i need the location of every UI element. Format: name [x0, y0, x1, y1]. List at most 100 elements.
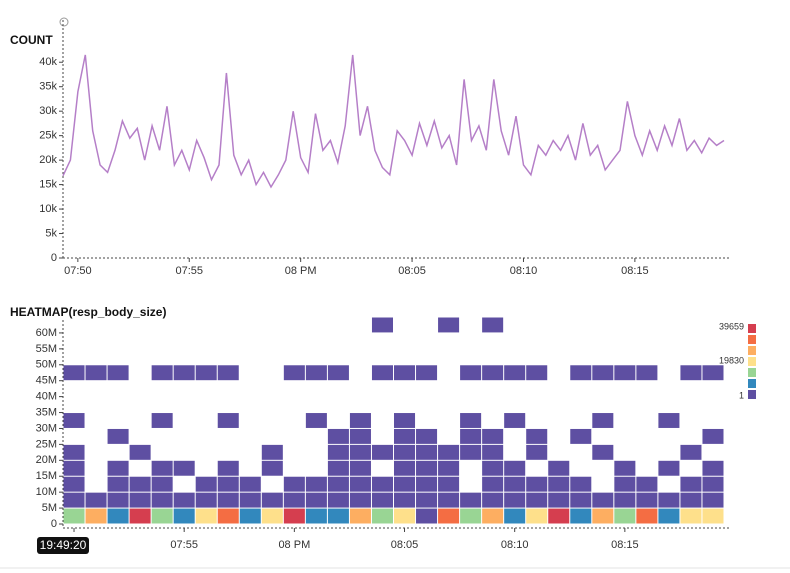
- heatmap-cell: [504, 365, 526, 381]
- legend-swatch: [748, 368, 756, 377]
- y-tick-label: 25M: [36, 438, 57, 450]
- heatmap-cell: [460, 492, 482, 508]
- heatmap-cell: [460, 413, 482, 428]
- y-tick-label: 60M: [36, 327, 57, 339]
- heatmap-cell: [349, 413, 371, 428]
- heatmap-cell: [504, 492, 526, 508]
- heatmap-cell: [107, 428, 129, 444]
- x-tick-label: 08:10: [501, 539, 529, 551]
- y-tick-label: 45M: [36, 375, 57, 387]
- heatmap-cell: [107, 492, 129, 508]
- heatmap-cell: [63, 444, 85, 460]
- y-tick-label: 30k: [39, 105, 57, 117]
- heatmap-cell: [107, 460, 129, 476]
- heatmap-cell: [416, 492, 438, 508]
- legend-swatch: [748, 324, 756, 333]
- heatmap-cell: [614, 460, 636, 476]
- heatmap-cell: [261, 460, 283, 476]
- heatmap-cell: [658, 508, 680, 524]
- heatmap-cell: [394, 508, 416, 524]
- heatmap-cell: [85, 492, 107, 508]
- heatmap-cell: [702, 492, 724, 508]
- y-tick-label: 40M: [36, 391, 57, 403]
- heatmap-cell: [217, 492, 239, 508]
- chart-title: HEATMAP(resp_body_size): [10, 305, 166, 319]
- heatmap-cell: [151, 508, 173, 524]
- heatmap-cell: [327, 460, 349, 476]
- heatmap-cell: [305, 476, 327, 492]
- heatmap-cell: [371, 476, 393, 492]
- heatmap-cell: [570, 428, 592, 444]
- heatmap-cell: [526, 508, 548, 524]
- heatmap-cell: [482, 492, 504, 508]
- x-tick-label: 08:05: [398, 265, 426, 277]
- reset-icon[interactable]: [59, 17, 69, 27]
- heatmap-cell: [151, 492, 173, 508]
- heatmap-cell: [416, 476, 438, 492]
- heatmap-cell: [438, 444, 460, 460]
- heatmap-cell: [151, 365, 173, 381]
- heatmap-cell: [195, 508, 217, 524]
- legend-swatch: [748, 346, 756, 355]
- heatmap-cell: [570, 476, 592, 492]
- y-tick-label: 20k: [39, 154, 57, 166]
- x-tick-label: 08:10: [510, 265, 538, 277]
- heatmap-cell: [394, 444, 416, 460]
- heatmap-cell: [614, 508, 636, 524]
- heatmap-cell: [327, 508, 349, 524]
- heatmap-cell: [85, 508, 107, 524]
- heatmap-cell: [349, 444, 371, 460]
- heatmap-cell: [394, 428, 416, 444]
- heatmap-cell: [239, 476, 261, 492]
- heatmap-cell: [371, 317, 393, 333]
- heatmap-cell: [416, 428, 438, 444]
- heatmap-cell: [371, 492, 393, 508]
- heatmap-cell: [460, 508, 482, 524]
- legend-swatch: [748, 335, 756, 344]
- heatmap-cell: [107, 476, 129, 492]
- heatmap-cell: [173, 365, 195, 381]
- heatmap-cell: [283, 492, 305, 508]
- heatmap-cell: [283, 508, 305, 524]
- heatmap-cell: [217, 508, 239, 524]
- heatmap-cell: [658, 460, 680, 476]
- heatmap-cell: [680, 476, 702, 492]
- legend-swatch: [748, 390, 756, 399]
- heatmap-cell: [416, 365, 438, 381]
- heatmap-cell: [548, 508, 570, 524]
- heatmap-cell: [239, 508, 261, 524]
- heatmap-cell: [151, 413, 173, 428]
- x-tick-label: 08 PM: [285, 265, 317, 277]
- heatmap-cell: [107, 365, 129, 381]
- heatmap-cell: [504, 508, 526, 524]
- heatmap-cell: [129, 476, 151, 492]
- heatmap-cell: [394, 365, 416, 381]
- y-tick-label: 5k: [45, 227, 57, 239]
- heatmap-cell: [195, 476, 217, 492]
- heatmap-cell: [636, 508, 658, 524]
- y-tick-label: 10k: [39, 203, 57, 215]
- heatmap-cell: [658, 413, 680, 428]
- heatmap-cell: [702, 365, 724, 381]
- heatmap-cell: [702, 460, 724, 476]
- heatmap-cell: [371, 444, 393, 460]
- heatmap-cell: [349, 460, 371, 476]
- heatmap-cell: [702, 476, 724, 492]
- y-tick-label: 0: [51, 518, 57, 530]
- y-tick-label: 35M: [36, 406, 57, 418]
- legend-label: 39659: [719, 321, 744, 331]
- heatmap-cell: [63, 413, 85, 428]
- heatmap-cell: [129, 508, 151, 524]
- heatmap-cell: [394, 460, 416, 476]
- y-tick-label: 15M: [36, 470, 57, 482]
- heatmap-cell: [460, 428, 482, 444]
- heatmap-cell: [438, 508, 460, 524]
- heatmap-cell: [658, 492, 680, 508]
- heatmap-cell: [173, 508, 195, 524]
- y-tick-label: 20M: [36, 454, 57, 466]
- x-tick-label: 07:50: [64, 265, 92, 277]
- heatmap-cell: [526, 428, 548, 444]
- legend-label: 1: [739, 390, 744, 400]
- heatmap-cell: [349, 492, 371, 508]
